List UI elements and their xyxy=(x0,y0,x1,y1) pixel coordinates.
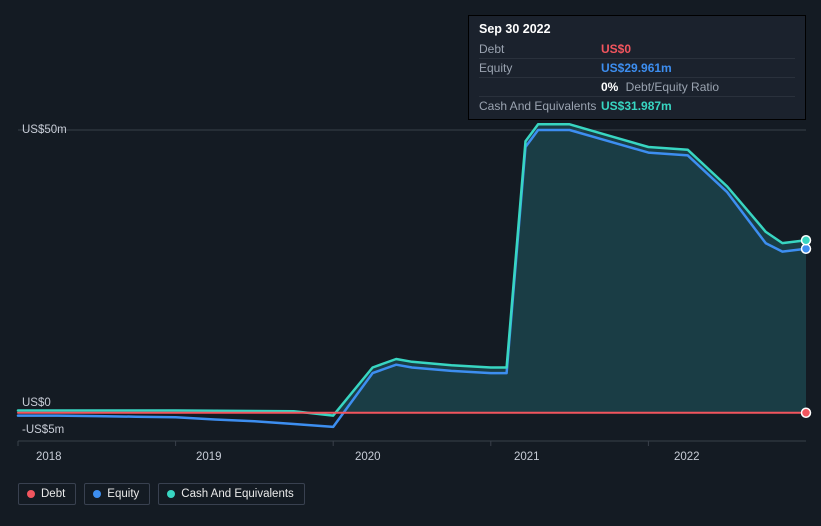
y-tick-label: US$0 xyxy=(22,397,51,409)
legend-label: Equity xyxy=(107,488,139,500)
y-tick-label: -US$5m xyxy=(22,424,64,436)
legend-item[interactable]: Equity xyxy=(84,483,150,505)
legend: Debt Equity Cash And Equivalents xyxy=(18,483,305,505)
x-tick-label: 2022 xyxy=(674,451,700,463)
x-tick-label: 2021 xyxy=(514,451,540,463)
tooltip-row-label xyxy=(479,80,601,94)
tooltip-date: Sep 30 2022 xyxy=(479,22,795,36)
legend-item[interactable]: Cash And Equivalents xyxy=(158,483,305,505)
legend-dot-icon xyxy=(93,490,101,498)
tooltip-row: Cash And EquivalentsUS$31.987m xyxy=(479,97,795,115)
tooltip-row-value: US$0 xyxy=(601,42,631,56)
legend-dot-icon xyxy=(27,490,35,498)
tooltip: Sep 30 2022 DebtUS$0EquityUS$29.961m0% D… xyxy=(468,15,806,120)
tooltip-row-sublabel: Debt/Equity Ratio xyxy=(622,80,719,94)
legend-item[interactable]: Debt xyxy=(18,483,76,505)
tooltip-row-value: US$29.961m xyxy=(601,61,672,75)
x-tick-label: 2019 xyxy=(196,451,222,463)
tooltip-row-label: Cash And Equivalents xyxy=(479,99,601,113)
x-tick-label: 2020 xyxy=(355,451,381,463)
legend-dot-icon xyxy=(167,490,175,498)
tooltip-row: DebtUS$0 xyxy=(479,40,795,59)
tooltip-row: 0% Debt/Equity Ratio xyxy=(479,78,795,97)
tooltip-row-value: US$31.987m xyxy=(601,99,672,113)
tooltip-row-label: Equity xyxy=(479,61,601,75)
legend-label: Cash And Equivalents xyxy=(181,488,294,500)
y-tick-label: US$50m xyxy=(22,124,67,136)
tooltip-row: EquityUS$29.961m xyxy=(479,59,795,78)
legend-label: Debt xyxy=(41,488,65,500)
x-tick-label: 2018 xyxy=(36,451,62,463)
tooltip-row-label: Debt xyxy=(479,42,601,56)
tooltip-row-value: 0% Debt/Equity Ratio xyxy=(601,80,719,94)
chart-container: US$50m US$0 -US$5m 2018 2019 2020 2021 2… xyxy=(0,0,821,526)
